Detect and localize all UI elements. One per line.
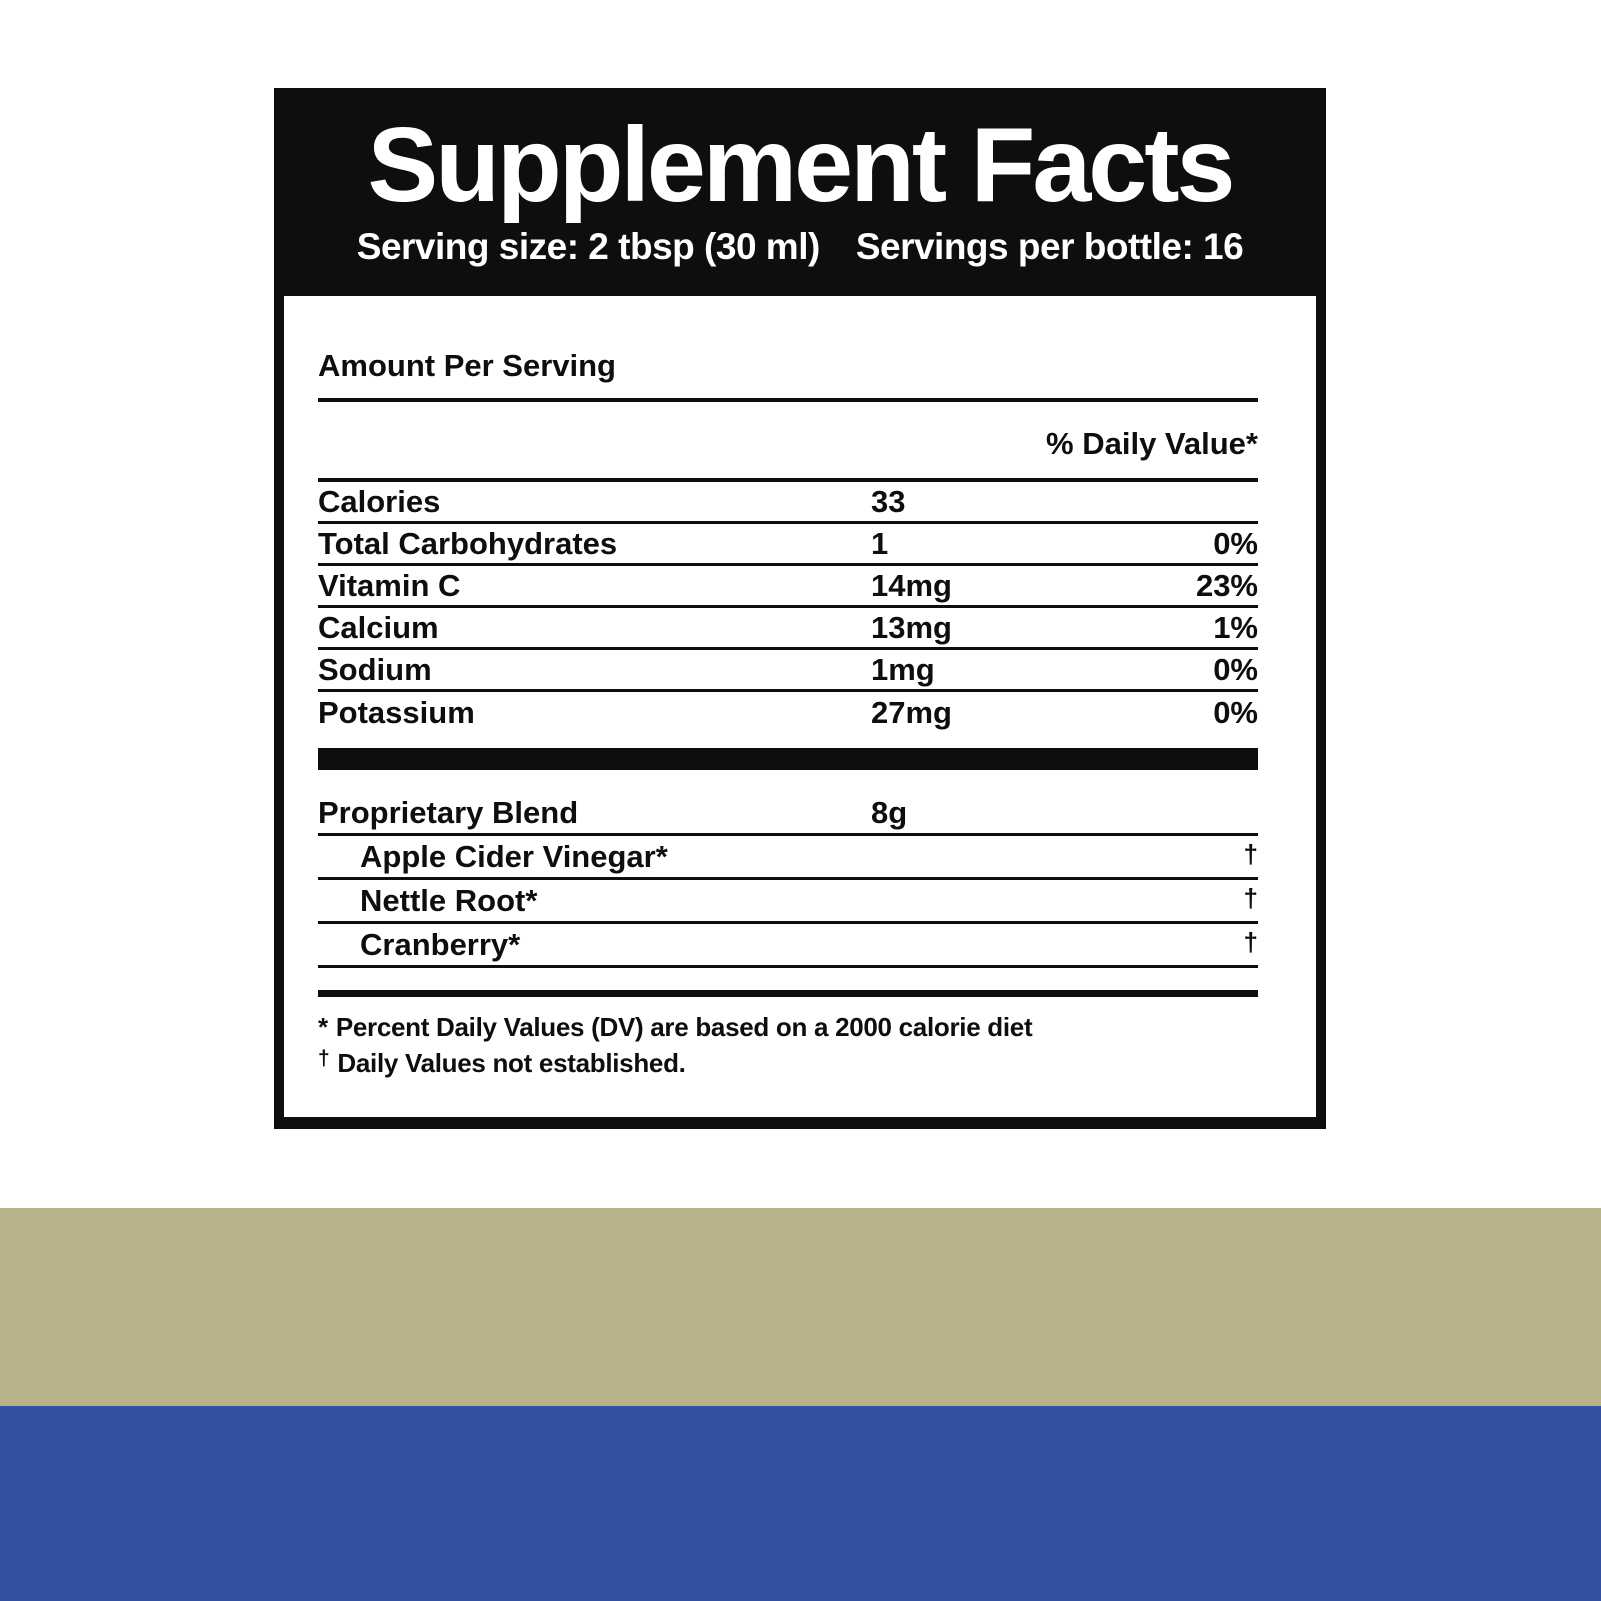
serving-size-text: Serving size: 2 tbsp (30 ml): [356, 226, 821, 268]
nutrient-name: Calcium: [318, 609, 439, 645]
footnote-divider: [318, 990, 1258, 998]
khaki-color-band: [0, 1208, 1601, 1406]
nutrient-daily-value: 0%: [1213, 695, 1258, 731]
ingredient-name: Nettle Root*: [360, 882, 538, 918]
supplement-facts-label: Supplement Facts Serving size: 2 tbsp (3…: [274, 88, 1326, 1130]
blend-ingredient-row: Apple Cider Vinegar* †: [318, 836, 1258, 881]
ingredient-dagger: †: [1243, 839, 1258, 870]
blend-ingredient-table: Apple Cider Vinegar* † Nettle Root* † Cr…: [318, 836, 1258, 969]
nutrient-row: Potassium 27mg 0%: [318, 692, 1258, 734]
nutrient-row: Vitamin C 14mg 23%: [318, 566, 1258, 609]
servings-per-bottle-text: Servings per bottle: 16: [855, 226, 1244, 268]
asterisk-symbol: *: [318, 1012, 328, 1043]
nutrient-amount: 1mg: [871, 651, 935, 687]
nutrient-name: Potassium: [318, 695, 475, 731]
nutrient-name: Calories: [318, 483, 441, 519]
nutrient-amount: 27mg: [871, 695, 952, 731]
nutrient-daily-value: 0%: [1213, 651, 1258, 687]
ingredient-dagger: †: [1243, 927, 1258, 958]
nutrient-amount: 1: [871, 525, 889, 561]
label-header: Supplement Facts Serving size: 2 tbsp (3…: [274, 88, 1326, 297]
label-title: Supplement Facts: [367, 106, 1236, 224]
footnote-daily-value-text: Percent Daily Values (DV) are based on a…: [335, 1012, 1033, 1043]
nutrient-name: Sodium: [318, 651, 432, 687]
dagger-symbol: †: [318, 1047, 330, 1071]
blend-header-row: Proprietary Blend 8g: [318, 792, 1258, 837]
nutrient-name: Vitamin C: [318, 567, 461, 603]
nutrient-amount: 33: [871, 483, 906, 519]
nutrient-daily-value: 1%: [1213, 609, 1258, 645]
nutrient-table: Calories 33 Total Carbohydrates 1 0% Vit…: [318, 482, 1258, 734]
nutrient-row: Sodium 1mg 0%: [318, 650, 1258, 693]
section-divider-bar: [318, 748, 1258, 771]
blend-name: Proprietary Blend: [318, 794, 579, 830]
nutrient-daily-value: 23%: [1195, 567, 1258, 603]
nutrient-amount: 14mg: [871, 567, 952, 603]
ingredient-name: Apple Cider Vinegar*: [360, 838, 668, 874]
nutrient-daily-value: 0%: [1213, 525, 1258, 561]
nutrient-name: Total Carbohydrates: [318, 525, 618, 561]
nutrient-row: Calories 33: [318, 482, 1258, 525]
blend-ingredient-row: Nettle Root* †: [318, 880, 1258, 925]
daily-value-heading: % Daily Value*: [318, 402, 1258, 483]
footnotes: * Percent Daily Values (DV) are based on …: [318, 1011, 1258, 1081]
footnote-daily-value: * Percent Daily Values (DV) are based on …: [318, 1011, 1258, 1045]
serving-info: Serving size: 2 tbsp (30 ml) Servings pe…: [284, 226, 1316, 268]
footnote-not-established: † Daily Values not established.: [318, 1045, 1258, 1081]
facts-panel: Amount Per Serving % Daily Value* Calori…: [274, 296, 1326, 1130]
blue-color-band: [0, 1406, 1601, 1601]
nutrient-row: Total Carbohydrates 1 0%: [318, 524, 1258, 567]
blend-ingredient-row: Cranberry* †: [318, 924, 1258, 969]
blend-amount: 8g: [871, 794, 908, 830]
footnote-not-established-text: Daily Values not established.: [337, 1048, 686, 1079]
ingredient-dagger: †: [1243, 883, 1258, 914]
nutrient-amount: 13mg: [871, 609, 952, 645]
nutrient-row: Calcium 13mg 1%: [318, 608, 1258, 651]
amount-per-serving-heading: Amount Per Serving: [318, 348, 1258, 403]
ingredient-name: Cranberry*: [360, 926, 521, 962]
